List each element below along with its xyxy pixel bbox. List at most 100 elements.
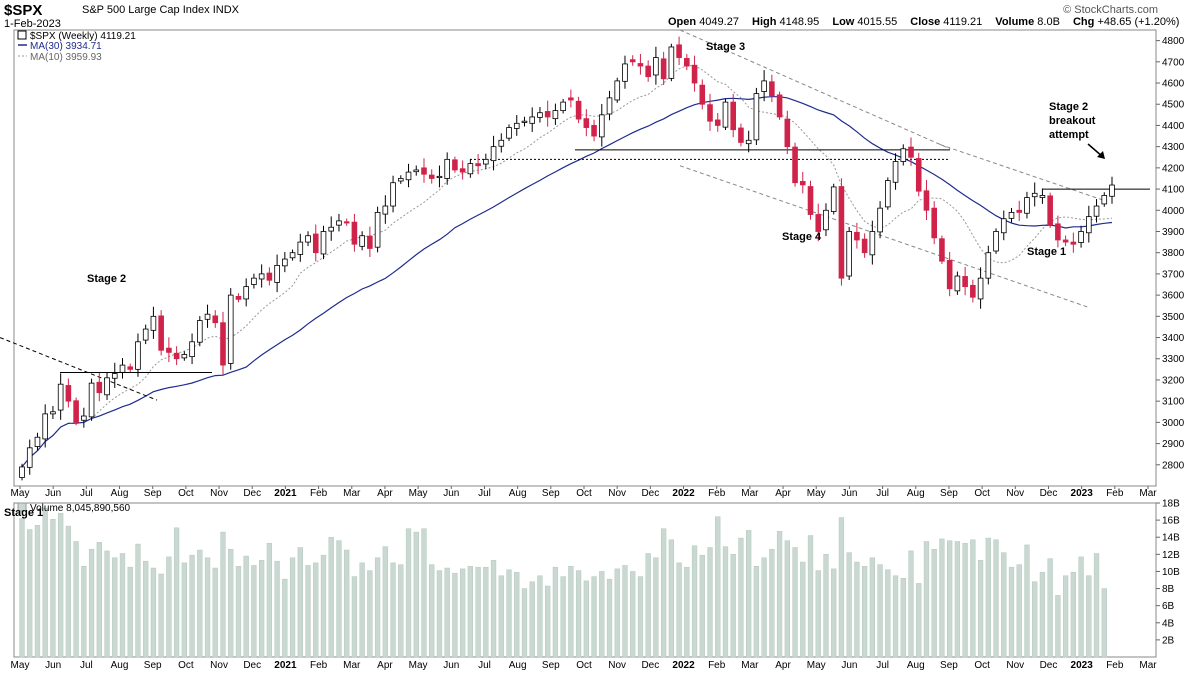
candle — [846, 227, 852, 281]
volume-bar — [637, 576, 644, 658]
candle — [1101, 192, 1108, 207]
candle — [390, 175, 396, 213]
y-tick-label: 3100 — [1162, 397, 1185, 408]
volume-bar — [313, 562, 319, 658]
x-tick-label: Jun — [443, 488, 459, 499]
candle-body — [26, 447, 33, 468]
x-tick-label: Aug — [509, 660, 527, 671]
candle — [745, 130, 752, 153]
volume-bar — [660, 528, 667, 658]
candle — [111, 362, 118, 388]
candle-body — [799, 181, 806, 186]
candle — [26, 439, 33, 475]
volume-bar — [498, 575, 504, 658]
price-panel: 2800 2900 3000 3100 3200 3300 3400 3500 3600 3700… — [0, 29, 1185, 499]
volume-bar — [521, 588, 528, 658]
candle — [475, 154, 481, 175]
volume-tick-label: 6B — [1162, 601, 1175, 612]
candle — [583, 109, 590, 137]
candle-body — [707, 104, 713, 122]
volume-bar — [537, 575, 543, 658]
volume-bar — [297, 547, 303, 658]
brand-credit: © StockCharts.com — [1063, 4, 1158, 16]
y-tick-label: 3800 — [1162, 248, 1185, 259]
volume-bar — [1070, 572, 1076, 658]
candle-body — [367, 235, 373, 249]
candle-body — [436, 175, 443, 179]
candle-body — [467, 163, 474, 175]
volume-bar — [815, 570, 821, 658]
candle — [606, 90, 613, 121]
candle-body — [274, 265, 280, 283]
y-tick-label: 4100 — [1162, 185, 1185, 196]
volume-bar — [81, 566, 87, 658]
candle — [939, 235, 945, 265]
volume-bar — [490, 560, 497, 658]
x-tick-label: Sep — [144, 488, 162, 499]
candle — [1016, 200, 1023, 221]
volume-bar — [444, 567, 450, 658]
volume-bar — [753, 566, 760, 658]
x-tick-label: Aug — [111, 488, 129, 499]
x-tick-label: Nov — [1006, 488, 1024, 499]
candle-body — [846, 231, 852, 277]
candle-body — [513, 122, 520, 129]
candle-body — [421, 167, 427, 175]
candle — [227, 288, 234, 370]
volume-bar — [583, 580, 589, 658]
x-tick-label: Oct — [576, 660, 592, 671]
candle-body — [320, 231, 327, 255]
y-tick-label: 3200 — [1162, 375, 1185, 386]
volume-bar — [892, 575, 899, 658]
volume-bar — [181, 562, 187, 658]
candle-body — [413, 169, 420, 173]
candle-body — [776, 94, 783, 118]
x-tick-label: Sep — [940, 488, 958, 499]
x-tick-label: Aug — [509, 488, 527, 499]
candle — [459, 160, 466, 180]
volume-bar — [328, 536, 334, 658]
breakout-arrowhead — [1097, 151, 1105, 159]
candle — [483, 153, 489, 170]
x-tick-label: Apr — [377, 488, 393, 499]
candle-body — [506, 127, 512, 139]
candle — [506, 124, 512, 142]
volume-bar — [382, 546, 388, 658]
x-tick-label: Dec — [1040, 660, 1058, 671]
candle-body — [1008, 211, 1015, 219]
volume-tick-label: 4B — [1162, 618, 1175, 629]
volume-bar — [289, 557, 296, 658]
candle-body — [343, 221, 350, 224]
candle-body — [212, 315, 219, 324]
candle — [892, 153, 899, 190]
volume-bar — [606, 578, 613, 658]
x-tick-label: Oct — [178, 660, 194, 671]
x-tick-label: Jul — [80, 660, 93, 671]
volume-bar — [467, 566, 474, 658]
candle-body — [204, 313, 211, 320]
volume-bar — [1024, 544, 1030, 658]
candle — [568, 89, 574, 108]
volume-bar — [514, 572, 520, 658]
volume-bar — [591, 576, 597, 658]
candle-body — [305, 235, 311, 243]
candle-body — [390, 182, 396, 207]
candle — [1055, 215, 1061, 248]
candle-body — [583, 118, 590, 128]
x-tick-label: Jul — [876, 660, 889, 671]
x-tick-label: Aug — [111, 660, 129, 671]
legend-volume: Volume 8,045,890,560 — [30, 503, 131, 514]
volume-bar — [359, 562, 365, 658]
candle-body — [908, 146, 914, 158]
candle — [173, 346, 180, 366]
candle-body — [397, 178, 404, 182]
candle — [637, 53, 644, 75]
stage4-lower-channel — [679, 165, 1091, 309]
volume-bar — [220, 531, 226, 658]
volume-bar — [568, 566, 574, 658]
x-tick-label: May — [409, 488, 428, 499]
candle-body — [220, 322, 226, 366]
stage4-label: Stage 4 — [782, 231, 822, 243]
volume-bar — [320, 554, 327, 658]
volume-bar — [947, 540, 953, 658]
